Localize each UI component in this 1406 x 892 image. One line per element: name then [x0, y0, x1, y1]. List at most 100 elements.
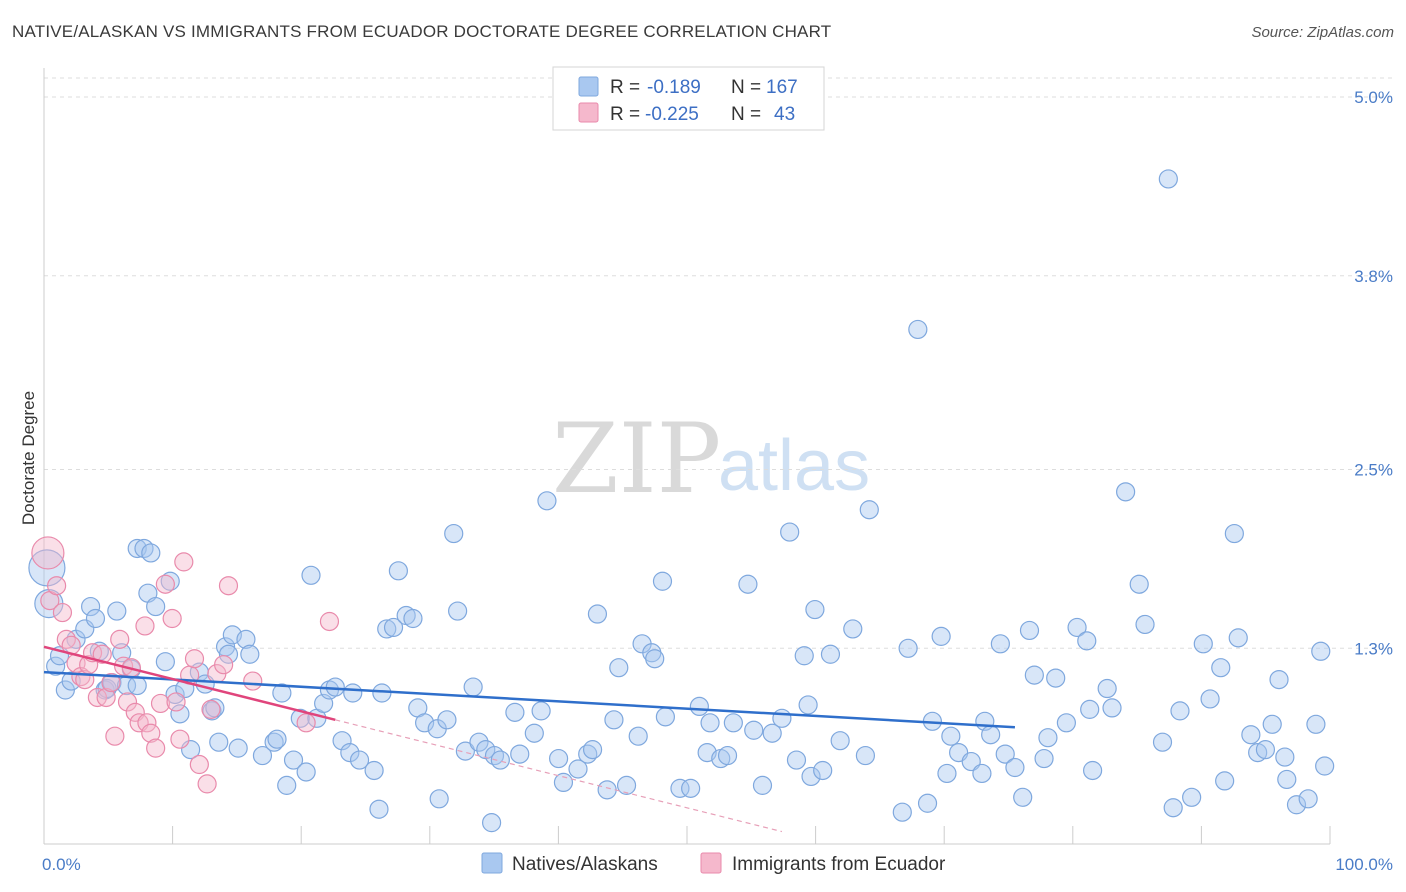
ecuador-point: [105, 726, 125, 746]
y-tick-label: 3.8%: [1354, 267, 1393, 286]
natives-point: [717, 745, 738, 766]
ecuador-point: [110, 629, 130, 649]
natives-point: [604, 710, 624, 730]
natives-point: [1013, 787, 1033, 807]
axes: [43, 68, 1331, 845]
natives-point: [1097, 678, 1117, 699]
natives-point: [1224, 523, 1244, 544]
ecuador-trend-line: [43, 645, 336, 722]
ecuador-point: [197, 774, 217, 794]
natives-point: [898, 638, 918, 658]
natives-point: [801, 766, 821, 787]
natives-point: [277, 775, 297, 795]
natives-trend-line: [43, 670, 1016, 729]
natives-point: [1080, 699, 1100, 719]
natives-point: [1193, 634, 1213, 654]
ecuador-point: [296, 713, 316, 733]
natives-point: [236, 629, 256, 649]
bottom-legend-swatch-natives: [481, 852, 503, 874]
natives-point: [444, 523, 464, 544]
natives-point: [202, 701, 222, 721]
natives-point: [81, 596, 101, 617]
natives-point: [568, 759, 588, 779]
ecuador-point: [155, 574, 175, 594]
natives-point: [165, 684, 185, 705]
series-ecuador-points: [31, 536, 340, 794]
natives-point: [349, 750, 370, 770]
natives-point: [524, 723, 544, 743]
natives-point: [859, 500, 879, 520]
natives-point: [1262, 714, 1282, 734]
natives-point: [240, 644, 260, 664]
natives-point: [252, 745, 273, 766]
natives-point: [1135, 614, 1155, 635]
natives-point: [794, 646, 814, 666]
natives-point: [931, 626, 951, 646]
legend-r-label-ecuador: R =: [610, 104, 640, 125]
natives-point: [301, 565, 321, 585]
natives-point: [1275, 747, 1295, 767]
natives-point: [1306, 714, 1326, 734]
natives-point: [415, 713, 435, 733]
natives-point: [609, 658, 629, 678]
natives-point: [655, 707, 675, 727]
natives-point: [429, 789, 449, 809]
natives-point: [917, 793, 938, 813]
natives-point: [1067, 617, 1087, 638]
natives-point: [377, 619, 397, 639]
natives-point: [1228, 628, 1248, 648]
natives-point: [127, 675, 147, 696]
ecuador-point: [150, 693, 171, 714]
natives-point: [505, 702, 525, 722]
ecuador-point: [214, 655, 234, 675]
natives-point: [531, 701, 551, 721]
natives-point: [813, 760, 833, 781]
y-axis-label: Doctorate Degree: [19, 391, 38, 525]
natives-point: [752, 775, 773, 795]
y-tick-label: 5.0%: [1354, 88, 1393, 107]
natives-point: [107, 601, 127, 621]
natives-point: [1046, 668, 1066, 688]
natives-point: [155, 652, 175, 672]
natives-point: [1129, 574, 1149, 594]
series-natives-points: [28, 169, 1335, 833]
natives-point: [723, 713, 743, 733]
natives-point: [616, 775, 637, 795]
natives-point: [228, 738, 248, 758]
natives-point: [1077, 631, 1097, 651]
ecuador-point: [184, 649, 205, 669]
natives-point: [369, 799, 389, 819]
natives-point: [855, 745, 876, 766]
natives-point: [780, 522, 800, 542]
natives-point: [628, 726, 648, 746]
ecuador-point: [31, 536, 65, 570]
natives-point: [463, 677, 483, 697]
natives-point: [209, 732, 229, 752]
natives-point: [455, 741, 475, 761]
chart-title: NATIVE/ALASKAN VS IMMIGRANTS FROM ECUADO…: [12, 22, 832, 41]
natives-point: [383, 617, 404, 638]
ecuador-point: [47, 576, 67, 596]
natives-point: [1158, 169, 1178, 189]
natives-point: [340, 742, 360, 763]
natives-point: [786, 750, 807, 770]
natives-point: [681, 778, 701, 798]
natives-point: [830, 731, 850, 751]
source-credit: Source: ZipAtlas.com: [1251, 24, 1394, 41]
natives-point: [1038, 728, 1058, 748]
ecuador-point: [135, 616, 155, 636]
natives-point: [805, 599, 825, 620]
natives-point: [670, 778, 690, 798]
ecuador-point: [243, 671, 263, 691]
natives-point: [908, 319, 928, 340]
natives-point: [481, 813, 502, 833]
natives-point: [937, 763, 957, 784]
natives-point: [1102, 698, 1122, 718]
natives-point: [798, 695, 818, 715]
natives-point: [264, 732, 284, 752]
natives-point: [1277, 769, 1297, 790]
legend-r-value-natives: -0.189: [647, 77, 701, 98]
legend-swatch-natives: [578, 76, 599, 97]
natives-point: [700, 713, 720, 733]
